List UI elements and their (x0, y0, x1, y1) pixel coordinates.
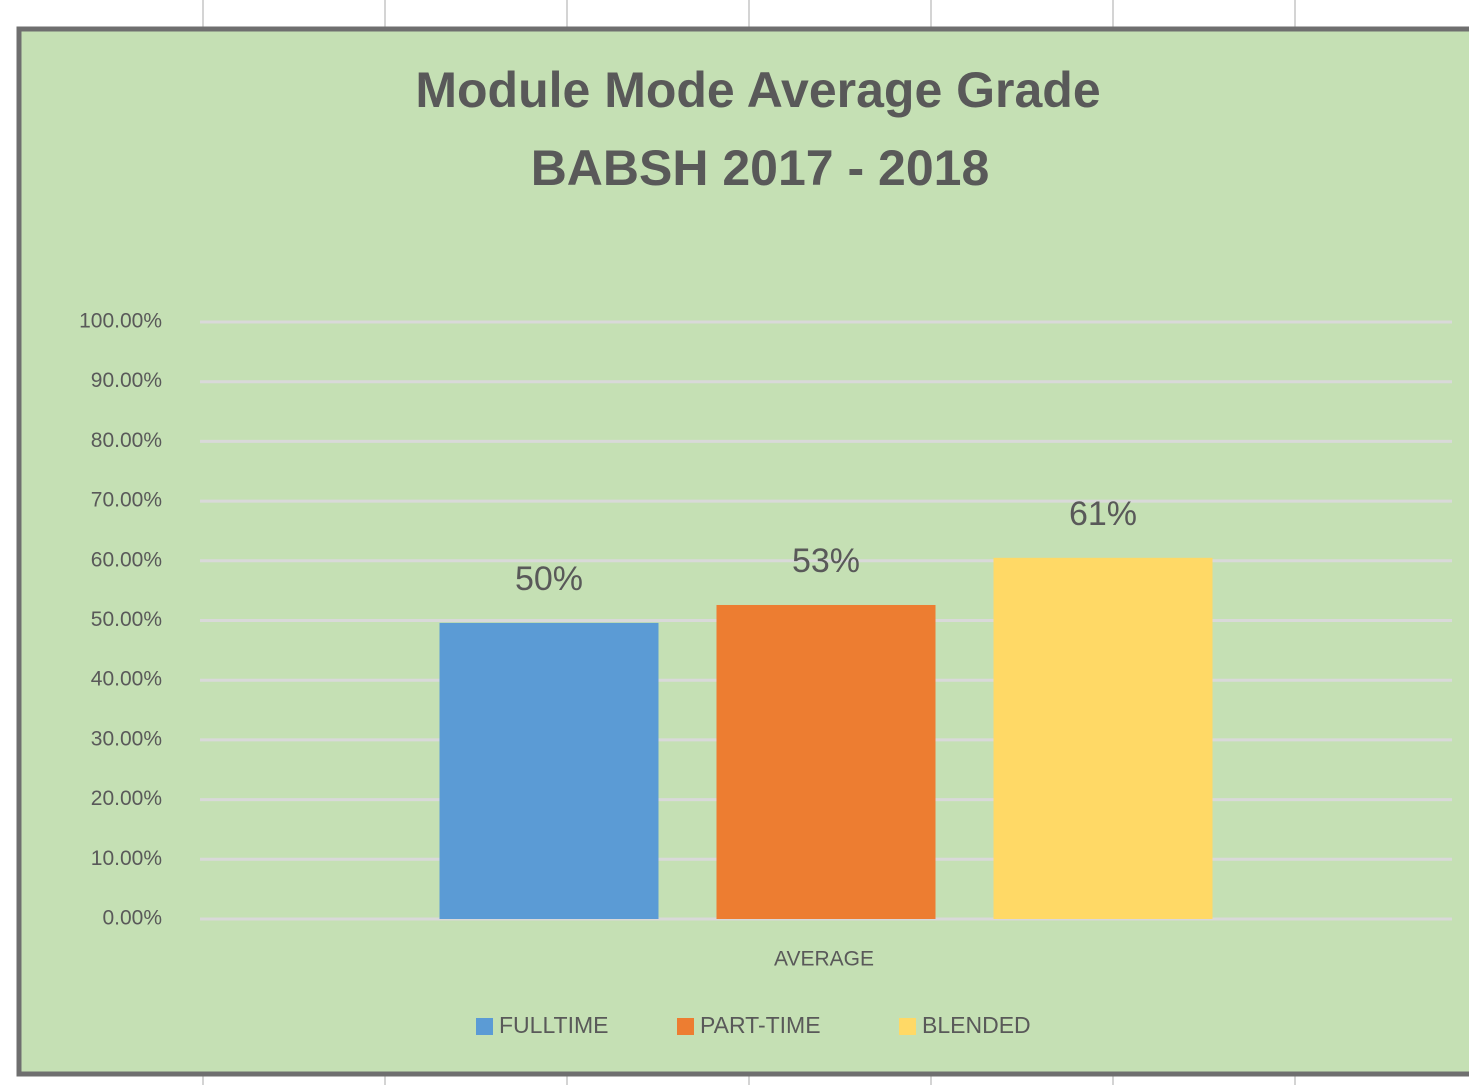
value-label: 53% (792, 542, 860, 580)
chart-title: Module Mode Average Grade (415, 62, 1100, 118)
legend-swatch (677, 1018, 694, 1035)
value-label: 50% (515, 560, 583, 598)
y-tick-label: 10.00% (91, 847, 162, 870)
y-tick-label: 0.00% (102, 907, 162, 930)
y-tick-label: 70.00% (91, 489, 162, 512)
chart-title: BABSH 2017 - 2018 (531, 140, 990, 196)
y-tick-label: 60.00% (91, 548, 162, 571)
legend-label: PART-TIME (700, 1012, 821, 1038)
y-tick-label: 20.00% (91, 787, 162, 810)
bar (439, 622, 659, 919)
value-label: 61% (1069, 495, 1137, 533)
y-tick-label: 80.00% (91, 429, 162, 452)
bar (716, 604, 936, 919)
x-tick-label: AVERAGE (774, 948, 874, 971)
legend-label: FULLTIME (499, 1012, 608, 1038)
y-tick-label: 100.00% (79, 310, 162, 333)
bar (993, 557, 1213, 919)
y-tick-label: 40.00% (91, 668, 162, 691)
sheet-grid (202, 0, 1296, 1085)
legend-swatch (899, 1018, 916, 1035)
legend-label: BLENDED (922, 1012, 1031, 1038)
y-tick-label: 90.00% (91, 369, 162, 392)
legend-swatch (476, 1018, 493, 1035)
y-tick-label: 30.00% (91, 727, 162, 750)
y-tick-label: 50.00% (91, 608, 162, 631)
